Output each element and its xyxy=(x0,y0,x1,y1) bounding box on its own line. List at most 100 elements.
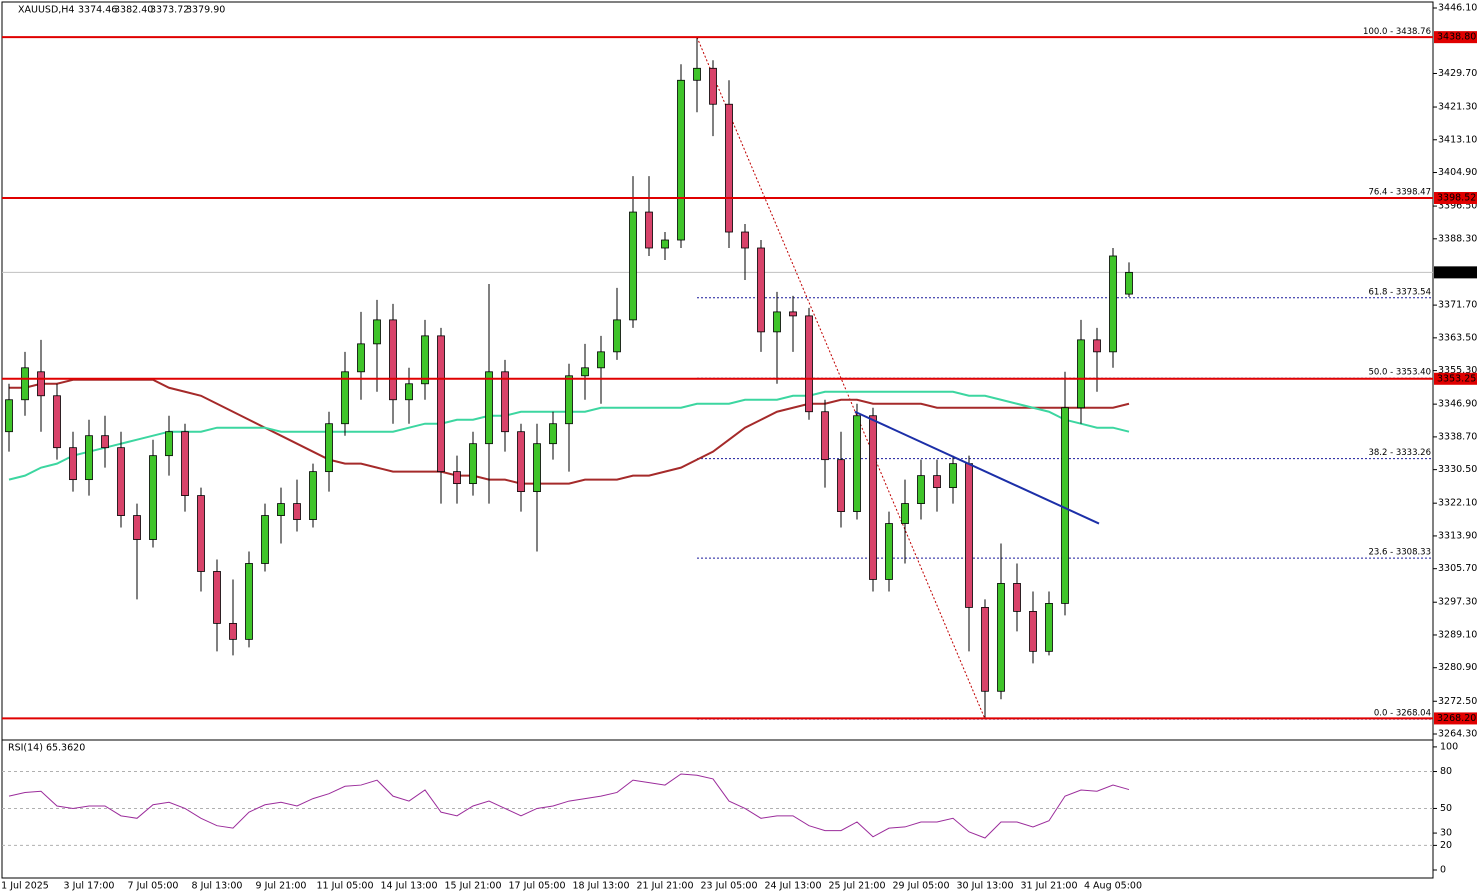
candle-body xyxy=(661,239,669,249)
price-tag xyxy=(1434,192,1477,205)
y-tick-label: 3297.30 xyxy=(1438,597,1477,608)
x-tick-label: 23 Jul 05:00 xyxy=(701,881,758,892)
price-tag-label: 3438.80 xyxy=(1437,32,1476,43)
y-tick-label: 3429.70 xyxy=(1438,68,1477,79)
fib-label: 38.2 - 3333.26 xyxy=(1368,448,1431,458)
x-tick-label: 17 Jul 05:00 xyxy=(509,881,566,892)
candle-body xyxy=(741,231,749,249)
candle-body xyxy=(901,503,909,524)
candle-body xyxy=(485,371,493,445)
x-tick-label: 11 Jul 05:00 xyxy=(317,881,374,892)
candle-body xyxy=(1093,339,1101,353)
price-tag xyxy=(1434,31,1477,44)
candle-body xyxy=(117,447,125,516)
y-tick-label: 3264.30 xyxy=(1438,729,1477,740)
candle-body xyxy=(453,471,461,485)
symbol: XAUUSD,H4 xyxy=(18,5,74,16)
y-tick-label: 3346.90 xyxy=(1438,399,1477,410)
price-tag xyxy=(1434,712,1477,725)
candle-body xyxy=(757,247,765,333)
fib-label: 76.4 - 3398.47 xyxy=(1368,188,1431,198)
candle-body xyxy=(773,311,781,333)
y-tick-label: 3280.90 xyxy=(1438,662,1477,673)
candle-body xyxy=(357,343,365,373)
x-tick-label: 1 Jul 2025 xyxy=(1,881,49,892)
header-close: 3379.90 xyxy=(186,5,225,16)
x-tick-label: 18 Jul 13:00 xyxy=(573,881,630,892)
candle-body xyxy=(789,311,797,317)
candle-body xyxy=(389,319,397,401)
candle-body xyxy=(933,475,941,489)
y-tick-label: 3371.70 xyxy=(1438,300,1477,311)
x-tick-label: 30 Jul 13:00 xyxy=(957,881,1014,892)
candle-body xyxy=(837,459,845,512)
fib-label: 100.0 - 3438.76 xyxy=(1363,27,1431,37)
candle-body xyxy=(597,351,605,369)
candle-body xyxy=(1013,583,1021,612)
y-tick-label: 3305.70 xyxy=(1438,563,1477,574)
candle-body xyxy=(261,515,269,564)
candle-body xyxy=(949,463,957,489)
candle-body xyxy=(565,375,573,425)
fib-label: 50.0 - 3353.40 xyxy=(1368,368,1431,378)
header-open: 3374.46 xyxy=(78,5,117,16)
price-tag xyxy=(1434,372,1477,385)
x-tick-label: 9 Jul 21:00 xyxy=(256,881,307,892)
x-tick-label: 3 Jul 17:00 xyxy=(64,881,115,892)
rsi-y-tick-label: 80 xyxy=(1440,766,1452,777)
y-tick-label: 3355.30 xyxy=(1438,365,1477,376)
x-tick-label: 4 Aug 05:00 xyxy=(1084,881,1142,892)
y-tick-label: 3446.10 xyxy=(1438,2,1477,13)
candle-body xyxy=(917,475,925,504)
candle-body xyxy=(165,431,173,457)
rsi-title: RSI(14) 65.3620 xyxy=(8,743,85,754)
rsi-y-tick-label: 20 xyxy=(1440,840,1452,851)
header-low: 3373.72 xyxy=(150,5,189,16)
candle-body xyxy=(133,515,141,540)
candle-body xyxy=(677,79,685,241)
candle-body xyxy=(853,415,861,512)
candle-body xyxy=(69,447,77,481)
y-tick-label: 3421.30 xyxy=(1438,102,1477,113)
candle-body xyxy=(85,435,93,481)
candle-body xyxy=(981,607,989,692)
price-tag-label: 3268.20 xyxy=(1437,713,1476,724)
candle-body xyxy=(549,423,557,445)
trend-line xyxy=(854,410,1100,525)
candle-body xyxy=(21,367,29,401)
rsi-y-tick-label: 50 xyxy=(1440,803,1452,814)
candle-body xyxy=(1125,271,1133,295)
x-tick-label: 15 Jul 21:00 xyxy=(445,881,502,892)
candle-body xyxy=(613,319,621,353)
fib-diagonal xyxy=(696,37,986,720)
candle-body xyxy=(885,523,893,580)
candle-body xyxy=(405,383,413,401)
y-tick-label: 3330.50 xyxy=(1438,464,1477,475)
x-tick-label: 29 Jul 05:00 xyxy=(893,881,950,892)
candle-body xyxy=(821,411,829,461)
y-tick-label: 3272.50 xyxy=(1438,696,1477,707)
fib-label: 61.8 - 3373.54 xyxy=(1368,287,1431,297)
candle-body xyxy=(245,563,253,640)
current-price-label: 3379.90 xyxy=(1437,267,1476,278)
candle-body xyxy=(213,571,221,624)
x-tick-label: 14 Jul 13:00 xyxy=(381,881,438,892)
candle-body xyxy=(533,443,541,493)
moving-average xyxy=(9,378,1130,485)
rsi-line xyxy=(8,773,1130,839)
y-tick-label: 3396.50 xyxy=(1438,201,1477,212)
candle-body xyxy=(437,335,445,473)
header-high: 3382.40 xyxy=(114,5,153,16)
candle-body xyxy=(645,211,653,249)
candle-body xyxy=(277,503,285,516)
x-tick-label: 7 Jul 05:00 xyxy=(128,881,179,892)
candle-body xyxy=(37,371,45,397)
candle-body xyxy=(1061,407,1069,604)
candle-body xyxy=(581,367,589,377)
y-tick-label: 3338.70 xyxy=(1438,431,1477,442)
y-tick-label: 3322.10 xyxy=(1438,498,1477,509)
candle-body xyxy=(469,443,477,485)
x-tick-label: 8 Jul 13:00 xyxy=(192,881,243,892)
x-tick-label: 25 Jul 21:00 xyxy=(829,881,886,892)
y-tick-label: 3413.10 xyxy=(1438,134,1477,145)
